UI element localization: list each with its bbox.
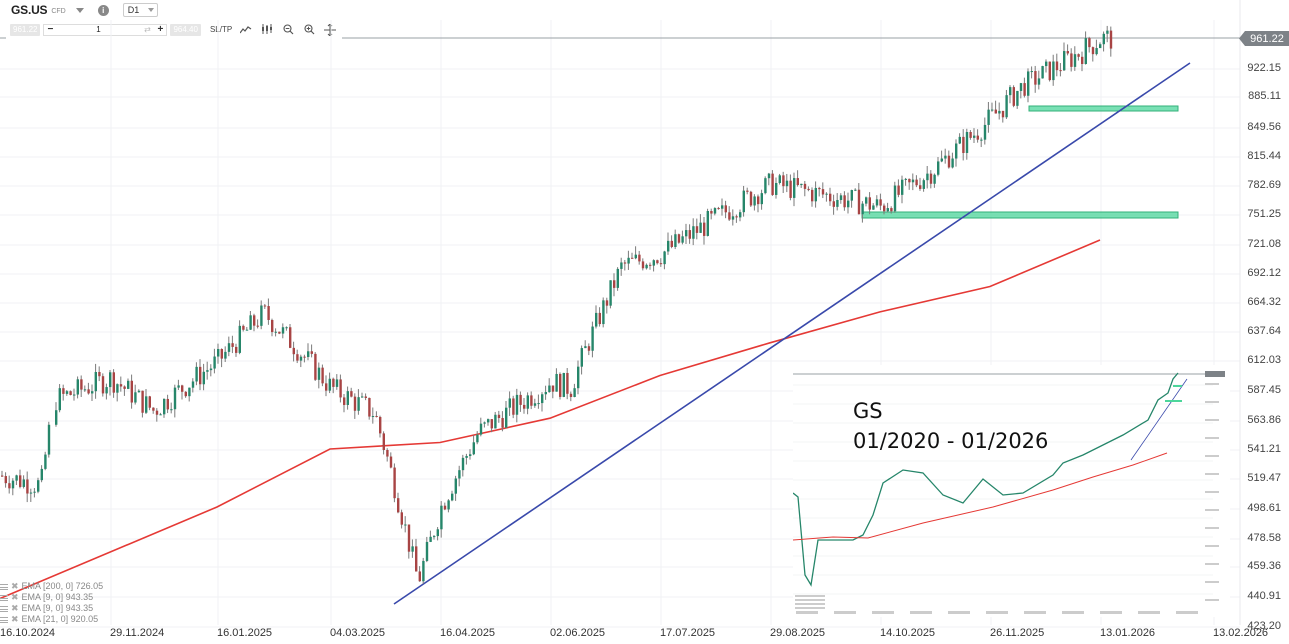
trade-toolbar: 961.22 − 1 ⇄ + 964.40 SL/TP xyxy=(10,23,337,36)
inset-longterm-chart: GS 01/2020 - 01/2026 xyxy=(793,365,1230,617)
legend-item[interactable]: ✖ EMA [9, 0] 943.35 xyxy=(0,592,103,603)
sync-icon[interactable]: ⇄ xyxy=(144,25,151,34)
inset-date-range: 01/2020 - 01/2026 xyxy=(853,429,1049,453)
date-tick-label: 16.01.2025 xyxy=(217,627,273,639)
legend-item[interactable]: ✖ EMA [9, 0] 943.35 xyxy=(0,603,103,614)
price-tick-label: 478.58 xyxy=(1247,532,1281,544)
candles-icon[interactable] xyxy=(260,24,274,36)
price-tick-label: 637.64 xyxy=(1247,325,1281,337)
quantity-input[interactable]: 1 xyxy=(96,25,101,34)
symbol-label[interactable]: GS.US xyxy=(11,3,48,17)
settings-lines-icon[interactable] xyxy=(0,605,8,612)
quantity-stepper[interactable]: − 1 ⇄ + xyxy=(43,23,168,36)
increase-quantity-button[interactable]: + xyxy=(157,24,164,35)
price-tick-label: 885.11 xyxy=(1248,90,1281,102)
price-tick-label: 751.25 xyxy=(1247,208,1281,220)
price-tick-label: 563.86 xyxy=(1247,414,1281,426)
price-tick-label: 849.56 xyxy=(1247,121,1281,133)
ema200-line[interactable] xyxy=(0,239,1101,600)
legend-label: EMA [9, 0] 943.35 xyxy=(21,603,94,613)
price-tick-label: 721.08 xyxy=(1247,238,1281,250)
date-tick-label: 29.11.2024 xyxy=(110,627,165,639)
legend-label: EMA [9, 0] 943.35 xyxy=(21,592,94,602)
price-tick-label: 922.15 xyxy=(1247,62,1281,74)
buy-price-button[interactable]: 964.40 xyxy=(170,23,201,36)
date-tick-label: 13.02.2026 xyxy=(1213,627,1269,639)
legend-label: EMA [21, 0] 920.05 xyxy=(21,614,99,624)
price-tick-label: 692.12 xyxy=(1247,267,1281,279)
legend-label: EMA [200, 0] 726.05 xyxy=(21,581,104,591)
instrument-header: GS.US CFD i D1 xyxy=(0,0,400,20)
symbol-dropdown-icon[interactable] xyxy=(75,7,84,13)
date-tick-label: 17.07.2025 xyxy=(660,627,716,639)
price-tick-label: 498.61 xyxy=(1247,502,1281,514)
indicator-legend: ✖ EMA [200, 0] 726.05 ✖ EMA [9, 0] 943.35 ✖ E… xyxy=(0,581,103,625)
price-tick-label: 519.47 xyxy=(1247,472,1281,484)
settings-lines-icon[interactable] xyxy=(0,594,8,601)
date-tick-label: 16.04.2025 xyxy=(440,627,496,639)
zoom-in-icon[interactable] xyxy=(302,24,316,36)
info-icon[interactable]: i xyxy=(97,4,109,16)
legend-item[interactable]: ✖ EMA [200, 0] 726.05 xyxy=(0,581,103,592)
date-tick-label: 13.01.2026 xyxy=(1100,627,1156,639)
remove-indicator-icon[interactable]: ✖ xyxy=(11,592,19,602)
settings-lines-icon[interactable] xyxy=(0,616,8,623)
date-tick-label: 29.08.2025 xyxy=(770,627,826,639)
candlestick-series xyxy=(1,25,1113,584)
remove-indicator-icon[interactable]: ✖ xyxy=(11,581,19,591)
settings-lines-icon[interactable] xyxy=(0,583,8,590)
crosshair-icon[interactable] xyxy=(323,23,337,36)
support-zones[interactable] xyxy=(861,105,1179,219)
date-tick-label: 02.06.2025 xyxy=(550,627,606,639)
remove-indicator-icon[interactable]: ✖ xyxy=(11,603,19,613)
zoom-out-icon[interactable] xyxy=(281,24,295,36)
decrease-quantity-button[interactable]: − xyxy=(47,24,54,35)
price-tick-label: 612.03 xyxy=(1247,354,1281,366)
price-tick-label: 664.32 xyxy=(1247,296,1281,308)
remove-indicator-icon[interactable]: ✖ xyxy=(11,614,19,624)
support-zone[interactable] xyxy=(1028,105,1179,112)
timeframe-value: D1 xyxy=(127,5,140,15)
trendline[interactable] xyxy=(393,62,1191,605)
price-tick-label: 459.36 xyxy=(1247,560,1281,572)
date-tick-label: 26.11.2025 xyxy=(990,627,1045,639)
price-tick-label: 782.69 xyxy=(1247,179,1281,191)
date-tick-label: 04.03.2025 xyxy=(330,627,386,639)
instrument-type-label: CFD xyxy=(51,7,66,15)
legend-item[interactable]: ✖ EMA [21, 0] 920.05 xyxy=(0,614,103,625)
price-tick-label: 541.21 xyxy=(1247,443,1281,455)
line-chart-icon[interactable] xyxy=(239,24,253,36)
sltp-button[interactable]: SL/TP xyxy=(209,25,233,34)
price-tick-label: 587.45 xyxy=(1247,384,1281,396)
sell-price-button[interactable]: 961.22 xyxy=(10,23,41,36)
price-tick-label: 423.20 xyxy=(1247,620,1281,632)
timeframe-select[interactable]: D1 xyxy=(122,3,158,17)
chevron-down-icon xyxy=(147,8,154,12)
date-tick-label: 16.10.2024 xyxy=(0,627,56,639)
price-tick-label: 815.44 xyxy=(1247,150,1281,162)
inset-chart-svg xyxy=(793,371,1225,614)
inset-title: GS xyxy=(853,399,883,423)
current-price-tag: 961.22 xyxy=(1239,31,1289,46)
date-tick-label: 14.10.2025 xyxy=(880,627,936,639)
price-tick-label: 440.91 xyxy=(1247,590,1281,602)
support-zone[interactable] xyxy=(861,211,1179,219)
